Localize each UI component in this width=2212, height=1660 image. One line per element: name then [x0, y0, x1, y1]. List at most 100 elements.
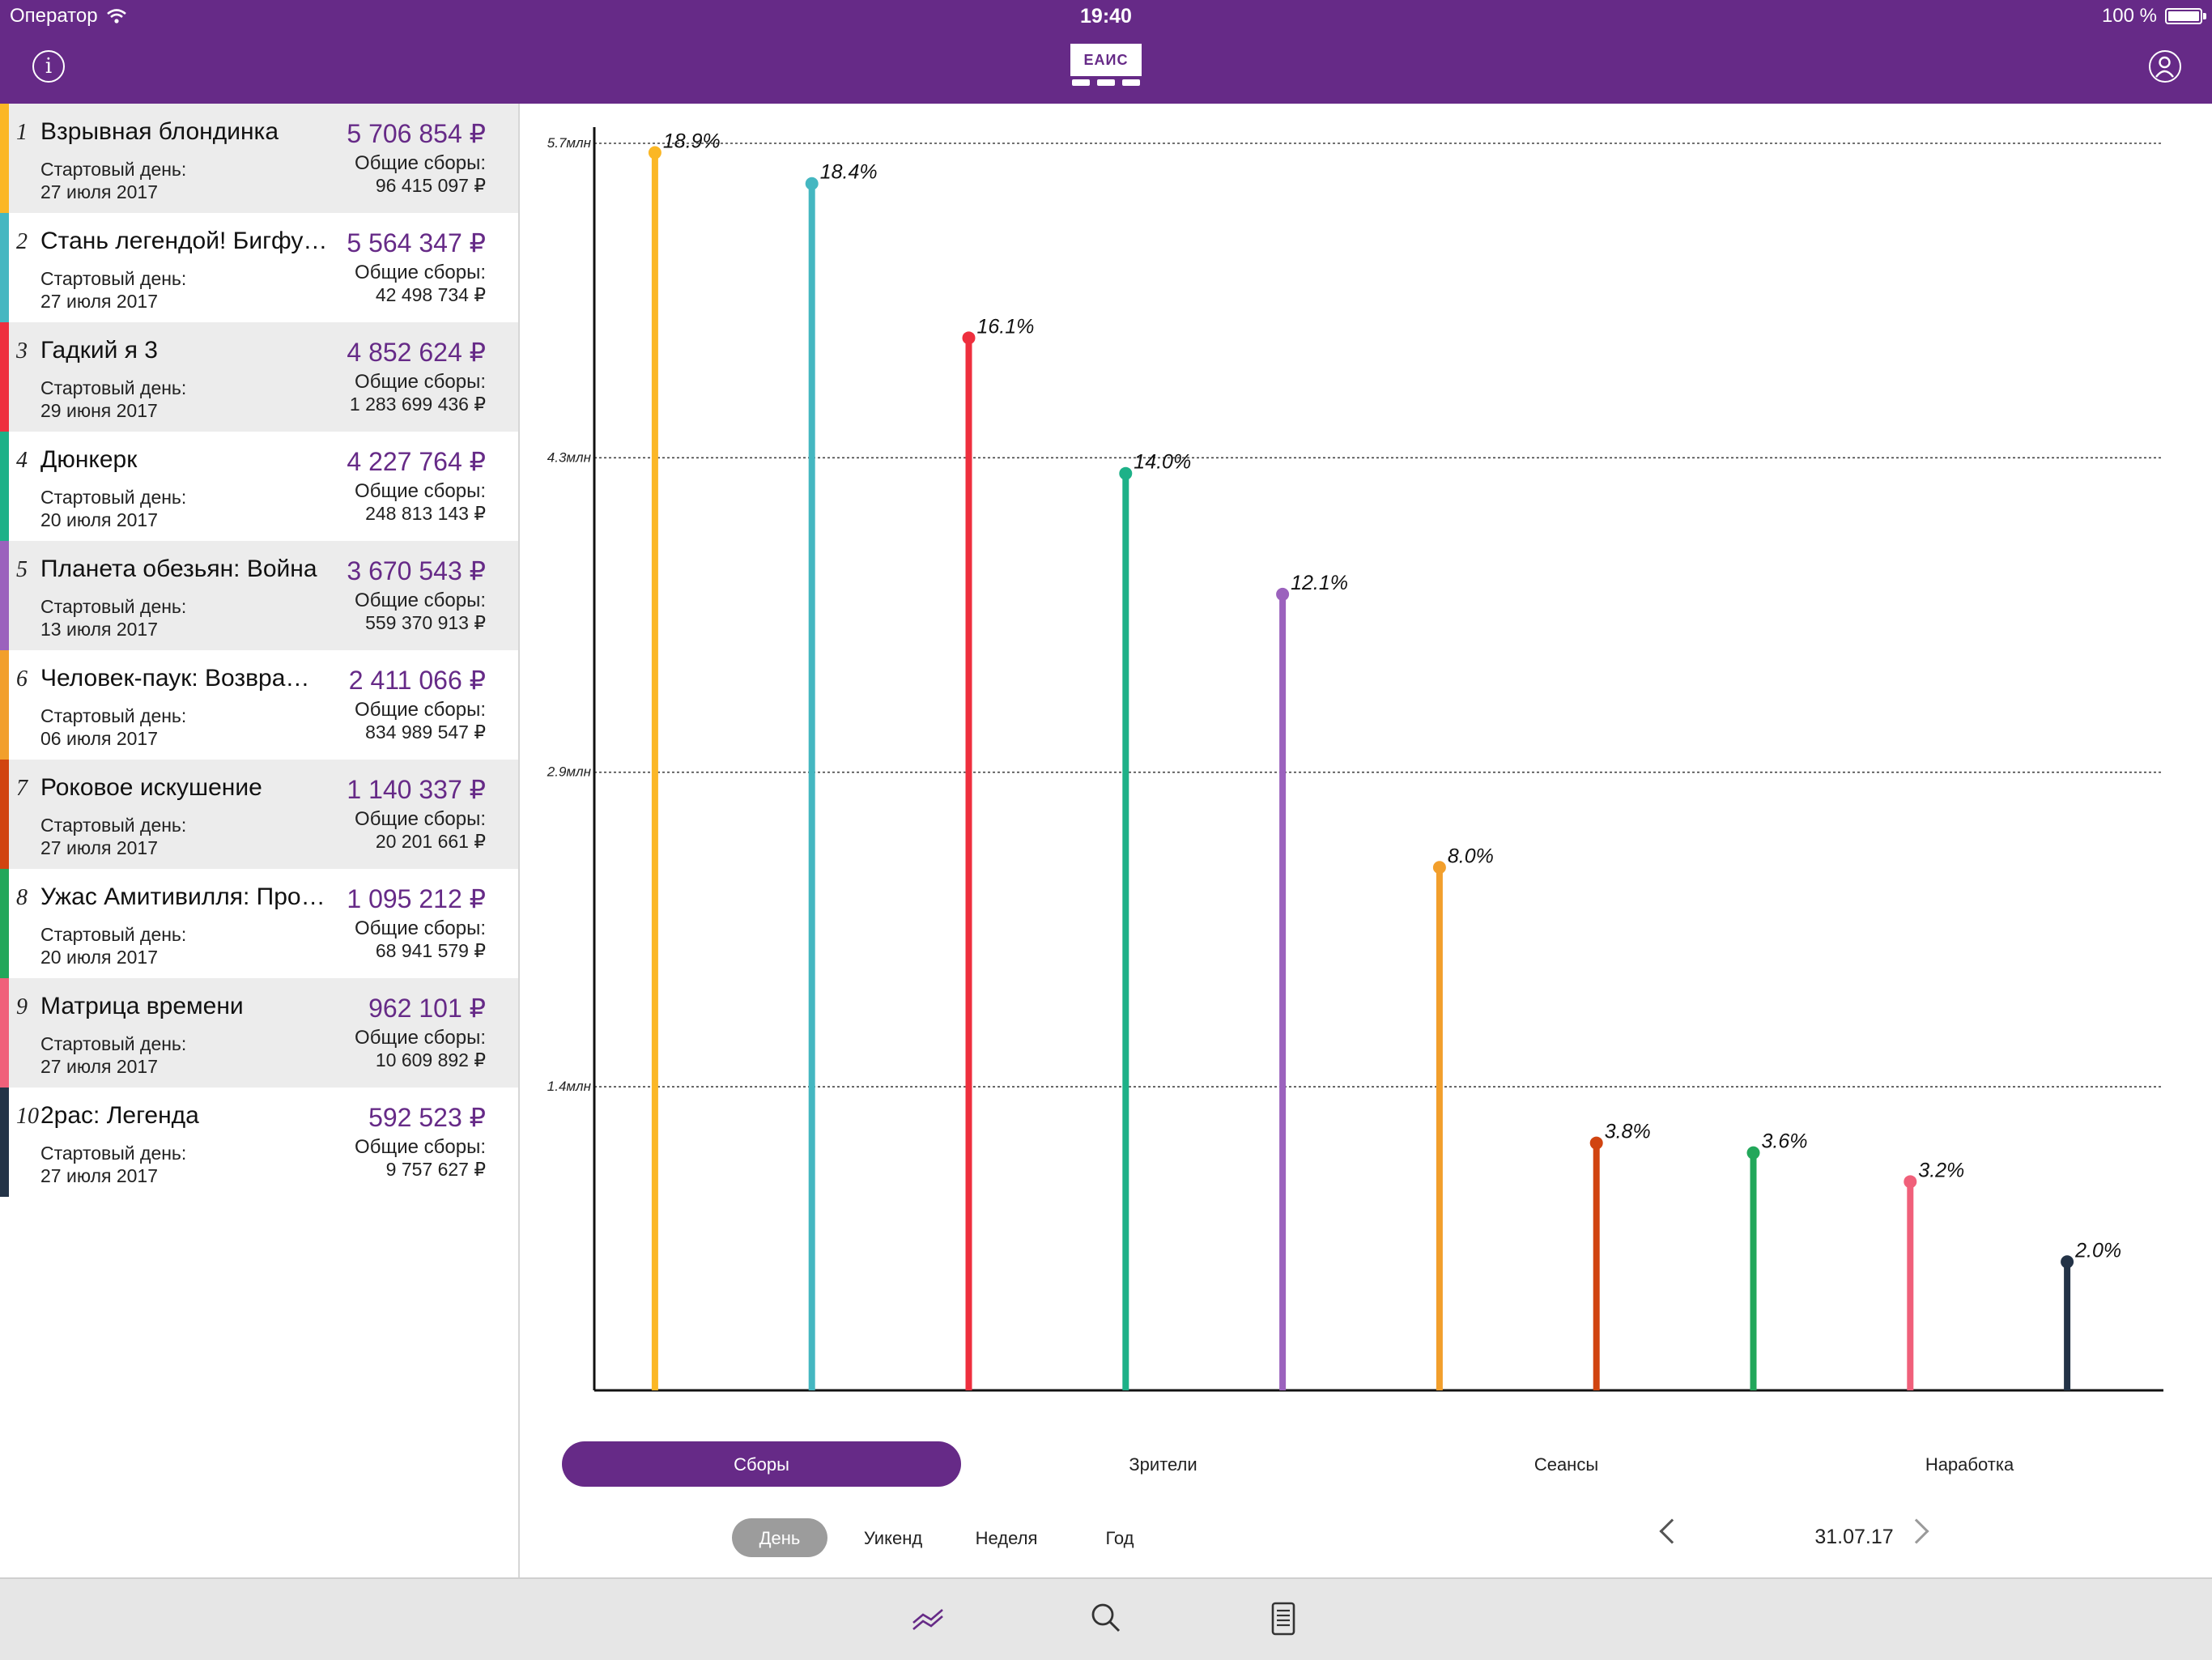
total-gross-label: Общие сборы: [355, 699, 486, 721]
movie-rank: 6 [16, 666, 28, 692]
movie-title: Планета обезьян: Война [40, 555, 317, 582]
movie-title: Ужас Амитивилля: Пробуждение [40, 883, 328, 910]
search-icon [1091, 1603, 1121, 1632]
tab-metric-viewers[interactable]: Зрители [1129, 1454, 1197, 1475]
movie-color-strip [0, 869, 9, 978]
movie-rank: 3 [16, 338, 28, 364]
movie-title: Человек-паук: Возвращение домой [40, 665, 328, 692]
wifi-icon [106, 9, 126, 23]
movie-row[interactable]: 1 Взрывная блондинка Стартовый день: 27 июл… [0, 104, 518, 213]
bar-marker [1276, 587, 1290, 601]
bar-value-label: 14.0% [1134, 451, 1191, 474]
start-day-value: 20 июля 2017 [40, 947, 158, 968]
movie-row[interactable]: 3 Гадкий я 3 Стартовый день: 29 июня 2017 4 … [0, 322, 518, 432]
bar-value-label: 2.0% [2074, 1239, 2121, 1262]
y-tick-label: 4.3млн [547, 449, 592, 465]
movie-row[interactable]: 6 Человек-паук: Возвращение домой Стартовы… [0, 650, 518, 760]
bar-marker [1589, 1136, 1603, 1150]
bar-marker [648, 146, 661, 160]
movie-row[interactable]: 8 Ужас Амитивилля: Пробуждение Стартовый д… [0, 869, 518, 978]
tab-period-weekend[interactable]: Уикенд [863, 1528, 923, 1548]
bar-value-label: 18.9% [663, 130, 721, 153]
start-day-label: Стартовый день: [40, 268, 187, 289]
movie-rank: 10 [16, 1104, 39, 1129]
box-office-chart: 1.4млн2.9млн4.3млн5.7млн18.9%118.4%216.1… [520, 104, 2212, 1480]
start-day-label: Стартовый день: [40, 705, 187, 726]
tab-period-week[interactable]: Неделя [975, 1528, 1038, 1548]
movie-rank: 9 [16, 994, 28, 1019]
status-battery: 100 % [2102, 5, 2206, 28]
total-gross-label: Общие сборы: [355, 152, 486, 174]
total-gross-value: 1 283 699 436 ₽ [349, 394, 486, 415]
logo-text: ЕАИС [1083, 52, 1129, 68]
total-gross-value: 10 609 892 ₽ [375, 1049, 486, 1070]
daily-gross: 5 564 347 ₽ [347, 228, 486, 258]
start-day-label: Стартовый день: [40, 377, 187, 398]
chart-icon [912, 1609, 943, 1630]
period-active-pill [732, 1518, 827, 1557]
bar-marker [1904, 1175, 1917, 1189]
movie-rank: 4 [16, 448, 28, 473]
tab-period-year[interactable]: Год [1105, 1528, 1134, 1548]
total-gross-value: 9 757 627 ₽ [385, 1159, 486, 1180]
start-day-value: 27 июля 2017 [40, 1165, 158, 1186]
chart-svg: 1.4млн2.9млн4.3млн5.7млн18.9%118.4%216.1… [547, 127, 2163, 1420]
daily-gross: 5 706 854 ₽ [347, 119, 486, 148]
total-gross-value: 834 989 547 ₽ [365, 721, 486, 743]
movie-rank: 7 [16, 776, 28, 801]
total-gross-label: Общие сборы: [355, 917, 486, 939]
status-time: 19:40 [1080, 5, 1132, 28]
daily-gross: 592 523 ₽ [368, 1103, 486, 1132]
movie-color-strip [0, 104, 9, 213]
profile-button[interactable] [2149, 50, 2181, 83]
movie-row[interactable]: 10 2рас: Легенда Стартовый день: 27 июля 20… [0, 1088, 518, 1197]
bar-value-label: 18.4% [820, 161, 878, 184]
movie-row[interactable]: 2 Стань легендой! Бигфут младший Стартовый… [0, 213, 518, 322]
total-gross-label: Общие сборы: [355, 480, 486, 502]
daily-gross: 962 101 ₽ [368, 994, 486, 1023]
movie-row[interactable]: 9 Матрица времени Стартовый день: 27 июля 2… [0, 978, 518, 1088]
prev-date-button[interactable] [1659, 1518, 1685, 1544]
tab-chart[interactable] [907, 1597, 952, 1642]
tab-report[interactable] [1260, 1597, 1305, 1642]
total-gross-label: Общие сборы: [355, 1027, 486, 1049]
start-day-label: Стартовый день: [40, 1033, 187, 1054]
movie-row[interactable]: 4 Дюнкерк Стартовый день: 20 июля 2017 4 227… [0, 432, 518, 541]
bar-marker [1746, 1146, 1760, 1160]
bar-marker [2061, 1255, 2074, 1269]
info-button[interactable]: i [32, 50, 65, 83]
total-gross-value: 68 941 579 ₽ [375, 940, 486, 961]
tab-period-day[interactable]: День [759, 1528, 801, 1548]
info-icon: i [45, 54, 53, 79]
tab-metric-runtime[interactable]: Наработка [1925, 1454, 2014, 1475]
movie-title: Матрица времени [40, 993, 244, 1019]
y-tick-label: 2.9млн [547, 764, 592, 780]
battery-icon [2165, 8, 2206, 24]
total-gross-label: Общие сборы: [355, 808, 486, 830]
movie-title: Дюнкерк [40, 446, 138, 473]
movie-row[interactable]: 5 Планета обезьян: Война Стартовый день: 13… [0, 541, 518, 650]
bar-value-label: 3.6% [1762, 1130, 1808, 1153]
total-gross-value: 248 813 143 ₽ [365, 503, 486, 524]
movie-title: Стань легендой! Бигфут младший [40, 228, 328, 254]
app-header: Оператор 19:40 100 % i ЕАИС [0, 0, 2212, 104]
start-day-value: 29 июня 2017 [40, 400, 158, 421]
tab-metric-sessions[interactable]: Сеансы [1534, 1454, 1599, 1475]
movie-title: 2рас: Легенда [40, 1102, 199, 1129]
total-gross-value: 42 498 734 ₽ [375, 284, 486, 305]
movie-color-strip [0, 760, 9, 869]
tab-search[interactable] [1083, 1597, 1129, 1642]
app-logo: ЕАИС [1070, 44, 1142, 89]
movie-row[interactable]: 7 Роковое искушение Стартовый день: 27 июля… [0, 760, 518, 869]
tab-metric-gross[interactable]: Сборы [734, 1454, 789, 1475]
y-tick-label: 1.4млн [547, 1079, 592, 1094]
metric-active-pill [562, 1441, 961, 1487]
daily-gross: 1 140 337 ₽ [347, 775, 486, 804]
movie-color-strip [0, 650, 9, 760]
movie-color-strip [0, 213, 9, 322]
start-day-label: Стартовый день: [40, 924, 187, 945]
movie-title: Взрывная блондинка [40, 118, 279, 145]
daily-gross: 2 411 066 ₽ [348, 666, 486, 695]
total-gross-label: Общие сборы: [355, 590, 486, 611]
daily-gross: 1 095 212 ₽ [347, 884, 486, 913]
